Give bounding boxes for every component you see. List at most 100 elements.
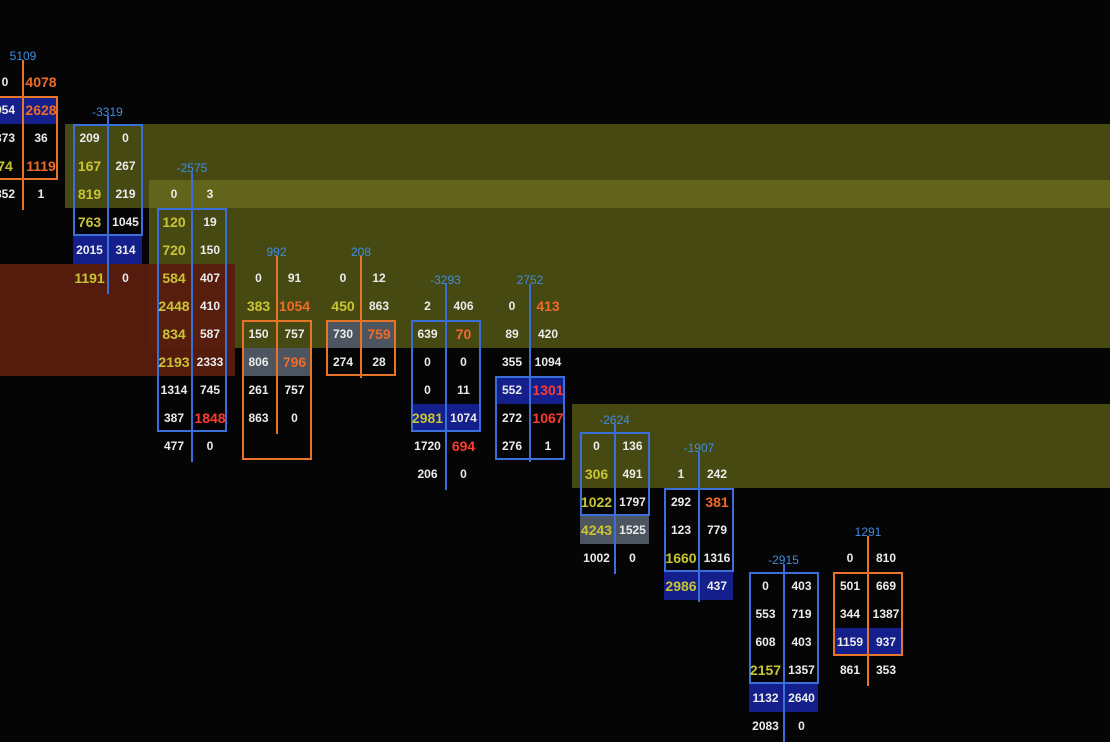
bid-volume-cell: 1191 bbox=[73, 264, 107, 292]
bid-volume-cell: 1002 bbox=[580, 544, 614, 572]
bid-volume-cell: 355 bbox=[495, 348, 529, 376]
ask-volume-cell: 779 bbox=[700, 516, 734, 544]
bid-volume-cell: 553 bbox=[749, 600, 783, 628]
ask-volume-cell: 2628 bbox=[24, 96, 58, 124]
bid-volume-cell: 150 bbox=[242, 320, 276, 348]
bid-volume-cell: 373 bbox=[0, 124, 22, 152]
bar-delta-label: -2624 bbox=[580, 413, 650, 427]
bid-volume-cell: 292 bbox=[664, 488, 698, 516]
bid-volume-cell: 206 bbox=[411, 460, 445, 488]
bid-volume-cell: 730 bbox=[326, 320, 360, 348]
ask-volume-cell: 406 bbox=[447, 292, 481, 320]
ask-volume-cell: 11 bbox=[447, 376, 481, 404]
ask-volume-cell: 2640 bbox=[785, 684, 819, 712]
bid-volume-cell: 0 bbox=[157, 180, 191, 208]
bid-volume-cell: 2 bbox=[411, 292, 445, 320]
bid-volume-cell: 352 bbox=[0, 180, 22, 208]
bid-volume-cell: 274 bbox=[326, 348, 360, 376]
bid-volume-cell: 450 bbox=[326, 292, 360, 320]
ask-volume-cell: 19 bbox=[193, 208, 227, 236]
ask-volume-cell: 796 bbox=[278, 348, 312, 376]
bid-volume-cell: 0 bbox=[411, 348, 445, 376]
bid-volume-cell: 2083 bbox=[749, 712, 783, 740]
bid-volume-cell: 552 bbox=[495, 376, 529, 404]
ask-volume-cell: 403 bbox=[785, 628, 819, 656]
bid-volume-cell: 4243 bbox=[580, 516, 614, 544]
bid-volume-cell: 1314 bbox=[157, 376, 191, 404]
ask-volume-cell: 1301 bbox=[531, 376, 565, 404]
bar-delta-label: 5109 bbox=[0, 49, 58, 63]
bid-volume-cell: 861 bbox=[833, 656, 867, 684]
ask-volume-cell: 757 bbox=[278, 320, 312, 348]
bid-volume-cell: 763 bbox=[73, 208, 107, 236]
bid-volume-cell: 0 bbox=[833, 544, 867, 572]
bid-volume-cell: 0 bbox=[242, 264, 276, 292]
bid-volume-cell: 209 bbox=[73, 124, 107, 152]
ask-volume-cell: 1525 bbox=[616, 516, 650, 544]
ask-volume-cell: 757 bbox=[278, 376, 312, 404]
ask-volume-cell: 1067 bbox=[531, 404, 565, 432]
bid-volume-cell: 272 bbox=[495, 404, 529, 432]
bid-volume-cell: 383 bbox=[242, 292, 276, 320]
ask-volume-cell: 863 bbox=[362, 292, 396, 320]
bid-volume-cell: 276 bbox=[495, 432, 529, 460]
bid-volume-cell: 639 bbox=[411, 320, 445, 348]
ask-volume-cell: 242 bbox=[700, 460, 734, 488]
bid-volume-cell: 2157 bbox=[749, 656, 783, 684]
bid-volume-cell: 2986 bbox=[664, 572, 698, 600]
bid-volume-cell: 387 bbox=[157, 404, 191, 432]
footprint-chart: 5109040789542628373367411193521-33192090… bbox=[0, 0, 1110, 694]
bid-volume-cell: 720 bbox=[157, 236, 191, 264]
ask-volume-cell: 1387 bbox=[869, 600, 903, 628]
ask-volume-cell: 28 bbox=[362, 348, 396, 376]
ask-volume-cell: 219 bbox=[109, 180, 143, 208]
bid-volume-cell: 2015 bbox=[73, 236, 107, 264]
ask-volume-cell: 1797 bbox=[616, 488, 650, 516]
bid-volume-cell: 2981 bbox=[411, 404, 445, 432]
bar-delta-label: -3319 bbox=[73, 105, 143, 119]
bar-delta-label: 2752 bbox=[495, 273, 565, 287]
bar-delta-label: -2575 bbox=[157, 161, 227, 175]
bid-volume-cell: 1660 bbox=[664, 544, 698, 572]
ask-volume-cell: 1074 bbox=[447, 404, 481, 432]
ask-volume-cell: 0 bbox=[616, 544, 650, 572]
bid-volume-cell: 1159 bbox=[833, 628, 867, 656]
ask-volume-cell: 4078 bbox=[24, 68, 58, 96]
ask-volume-cell: 669 bbox=[869, 572, 903, 600]
bid-volume-cell: 834 bbox=[157, 320, 191, 348]
bid-volume-cell: 863 bbox=[242, 404, 276, 432]
bid-volume-cell: 74 bbox=[0, 152, 22, 180]
ask-volume-cell: 420 bbox=[531, 320, 565, 348]
bid-volume-cell: 1132 bbox=[749, 684, 783, 712]
bar-delta-label: -2915 bbox=[749, 553, 819, 567]
ask-volume-cell: 136 bbox=[616, 432, 650, 460]
ask-volume-cell: 1357 bbox=[785, 656, 819, 684]
bid-volume-cell: 819 bbox=[73, 180, 107, 208]
bid-volume-cell: 0 bbox=[580, 432, 614, 460]
ask-volume-cell: 0 bbox=[447, 348, 481, 376]
ask-volume-cell: 314 bbox=[109, 236, 143, 264]
ask-volume-cell: 694 bbox=[447, 432, 481, 460]
bid-volume-cell: 0 bbox=[411, 376, 445, 404]
ask-volume-cell: 1045 bbox=[109, 208, 143, 236]
bar-delta-label: 208 bbox=[326, 245, 396, 259]
bid-volume-cell: 608 bbox=[749, 628, 783, 656]
bid-volume-cell: 89 bbox=[495, 320, 529, 348]
ask-volume-cell: 745 bbox=[193, 376, 227, 404]
ask-volume-cell: 403 bbox=[785, 572, 819, 600]
ask-volume-cell: 3 bbox=[193, 180, 227, 208]
bid-volume-cell: 501 bbox=[833, 572, 867, 600]
ask-volume-cell: 0 bbox=[109, 124, 143, 152]
bar-delta-label: 992 bbox=[242, 245, 312, 259]
ask-volume-cell: 91 bbox=[278, 264, 312, 292]
bid-volume-cell: 0 bbox=[326, 264, 360, 292]
bar-delta-label: -1907 bbox=[664, 441, 734, 455]
ask-volume-cell: 937 bbox=[869, 628, 903, 656]
bid-volume-cell: 954 bbox=[0, 96, 22, 124]
ask-volume-cell: 759 bbox=[362, 320, 396, 348]
ask-volume-cell: 150 bbox=[193, 236, 227, 264]
ask-volume-cell: 1 bbox=[24, 180, 58, 208]
bid-volume-cell: 584 bbox=[157, 264, 191, 292]
ask-volume-cell: 381 bbox=[700, 488, 734, 516]
ask-volume-cell: 1094 bbox=[531, 348, 565, 376]
